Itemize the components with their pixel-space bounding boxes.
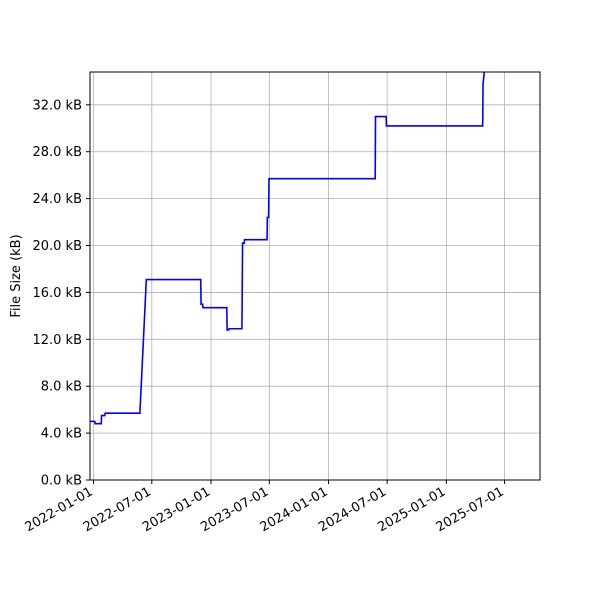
y-tick-label: 24.0 kB <box>32 192 82 207</box>
grid-lines <box>90 72 540 481</box>
plot-frame <box>89 71 541 481</box>
y-axis-title: File Size (kB) <box>9 234 24 317</box>
y-tick-label: 8.0 kB <box>41 380 82 395</box>
y-tick-label: 20.0 kB <box>32 239 82 254</box>
y-tick-label: 4.0 kB <box>41 427 82 442</box>
y-tick-label: 12.0 kB <box>32 333 82 348</box>
y-tick-label: 28.0 kB <box>32 145 82 160</box>
y-tick-label: 32.0 kB <box>32 98 82 113</box>
series-line <box>90 71 486 425</box>
y-axis: 0.0 kB 4.0 kB 8.0 kB 12.0 kB 16.0 kB 20.0 kB 2… <box>32 98 90 489</box>
series-layer <box>90 71 486 425</box>
y-tick-label: 16.0 kB <box>32 286 82 301</box>
y-tick-label: 0.0 kB <box>41 474 82 489</box>
